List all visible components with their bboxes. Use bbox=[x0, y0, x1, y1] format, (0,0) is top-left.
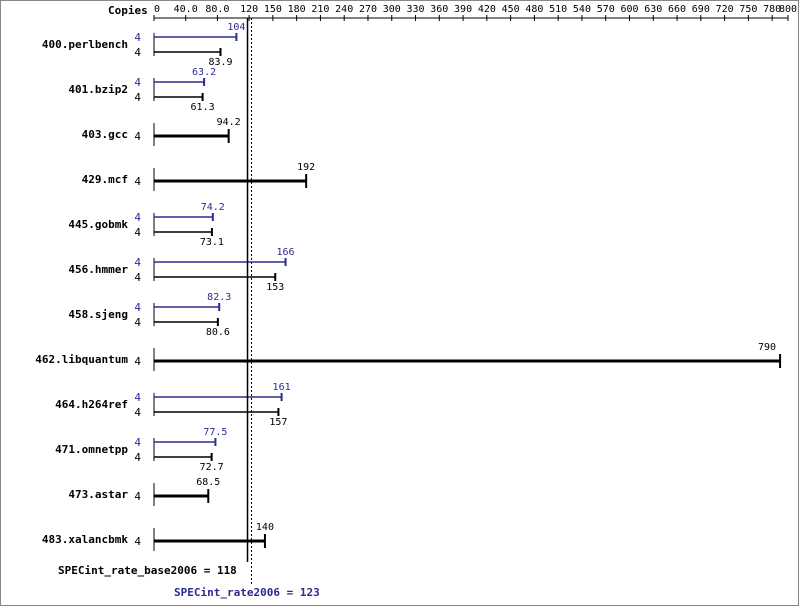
copies-label: 4 bbox=[134, 451, 141, 464]
benchmark-row: 471.omnetpp 4 77.5 4 72.7 bbox=[55, 427, 227, 473]
benchmark-label: 458.sjeng bbox=[68, 308, 128, 321]
copies-label: 4 bbox=[134, 355, 141, 368]
value-label: 80.6 bbox=[206, 327, 230, 338]
x-tick-label: 780 bbox=[763, 4, 781, 15]
copies-label: 4 bbox=[134, 535, 141, 548]
x-tick-label: 480 bbox=[525, 4, 543, 15]
copies-label: 4 bbox=[134, 211, 141, 224]
x-tick-label: 210 bbox=[311, 4, 329, 15]
value-label: 192 bbox=[297, 162, 315, 173]
value-label: 61.3 bbox=[191, 102, 215, 113]
x-tick-label: 360 bbox=[430, 4, 448, 15]
x-tick-label: 800 bbox=[779, 4, 797, 15]
copies-label: 4 bbox=[134, 490, 141, 503]
copies-label: 4 bbox=[134, 406, 141, 419]
benchmark-row: 456.hmmer 4 166 4 153 bbox=[68, 247, 294, 293]
x-tick-label: 40.0 bbox=[174, 4, 198, 15]
benchmark-label: 403.gcc bbox=[82, 128, 128, 141]
value-label: 153 bbox=[266, 282, 284, 293]
benchmark-row: 401.bzip2 4 63.2 4 61.3 bbox=[68, 67, 216, 113]
copies-label: 4 bbox=[134, 76, 141, 89]
benchmark-row: 464.h264ref 4 161 4 157 bbox=[55, 382, 290, 428]
copies-label: 4 bbox=[134, 46, 141, 59]
value-label: 140 bbox=[256, 522, 274, 533]
copies-label: 4 bbox=[134, 271, 141, 284]
benchmark-row: 483.xalancbmk 4 140 bbox=[42, 522, 274, 551]
x-tick-label: 540 bbox=[573, 4, 591, 15]
copies-label: 4 bbox=[134, 316, 141, 329]
value-label: 68.5 bbox=[196, 477, 220, 488]
benchmark-label: 400.perlbench bbox=[42, 38, 128, 51]
x-tick-label: 300 bbox=[383, 4, 401, 15]
value-label: 83.9 bbox=[208, 57, 232, 68]
x-tick-label: 630 bbox=[644, 4, 662, 15]
value-label: 63.2 bbox=[192, 67, 216, 78]
benchmark-label: 473.astar bbox=[68, 488, 128, 501]
value-label: 72.7 bbox=[200, 462, 224, 473]
benchmark-label: 429.mcf bbox=[82, 173, 128, 186]
x-tick-label: 150 bbox=[264, 4, 282, 15]
value-label: 157 bbox=[269, 417, 287, 428]
benchmark-label: 464.h264ref bbox=[55, 398, 128, 411]
value-label: 94.2 bbox=[217, 117, 241, 128]
copies-label: 4 bbox=[134, 31, 141, 44]
value-label: 161 bbox=[273, 382, 291, 393]
benchmark-row: 429.mcf 4 192 bbox=[82, 162, 315, 191]
copies-label: 4 bbox=[134, 301, 141, 314]
value-label: 166 bbox=[277, 247, 295, 258]
axis-title: Copies bbox=[108, 4, 148, 17]
x-tick-label: 510 bbox=[549, 4, 567, 15]
benchmark-label: 483.xalancbmk bbox=[42, 533, 128, 546]
reference-lines bbox=[246, 18, 252, 584]
copies-label: 4 bbox=[134, 175, 141, 188]
benchmark-row: 400.perlbench 4 104 4 83.9 bbox=[42, 22, 246, 68]
benchmark-rows: 400.perlbench 4 104 4 83.9 401.bzip2 4 63.2 4 61.… bbox=[35, 22, 782, 551]
x-tick-label: 270 bbox=[359, 4, 377, 15]
x-tick-label: 720 bbox=[716, 4, 734, 15]
benchmark-label: 401.bzip2 bbox=[68, 83, 128, 96]
benchmark-label: 471.omnetpp bbox=[55, 443, 128, 456]
copies-label: 4 bbox=[134, 256, 141, 269]
x-tick-label: 80.0 bbox=[205, 4, 229, 15]
benchmark-label: 456.hmmer bbox=[68, 263, 128, 276]
copies-label: 4 bbox=[134, 130, 141, 143]
benchmark-row: 403.gcc 4 94.2 bbox=[82, 117, 241, 146]
x-tick-label: 660 bbox=[668, 4, 686, 15]
value-label: 77.5 bbox=[203, 427, 227, 438]
x-tick-label: 450 bbox=[502, 4, 520, 15]
benchmark-label: 462.libquantum bbox=[35, 353, 128, 366]
x-tick-label: 240 bbox=[335, 4, 353, 15]
benchmark-row: 445.gobmk 4 74.2 4 73.1 bbox=[68, 202, 224, 248]
x-axis: 0 40.0 80.0 120 150 180 210 240 270 300 330 360 390 4… bbox=[153, 4, 797, 21]
benchmark-row: 458.sjeng 4 82.3 4 80.6 bbox=[68, 292, 231, 338]
copies-label: 4 bbox=[134, 436, 141, 449]
x-tick-label: 690 bbox=[692, 4, 710, 15]
benchmark-label: 445.gobmk bbox=[68, 218, 128, 231]
x-tick-label: 330 bbox=[406, 4, 424, 15]
x-tick-label: 0 bbox=[154, 4, 160, 15]
value-label: 82.3 bbox=[207, 292, 231, 303]
value-label: 790 bbox=[758, 342, 776, 353]
x-tick-label: 750 bbox=[739, 4, 757, 15]
peak-score-label: SPECint_rate2006 = 123 bbox=[174, 586, 320, 599]
copies-label: 4 bbox=[134, 226, 141, 239]
value-label: 104 bbox=[227, 22, 245, 33]
copies-label: 4 bbox=[134, 91, 141, 104]
copies-label: 4 bbox=[134, 391, 141, 404]
x-tick-label: 600 bbox=[620, 4, 638, 15]
base-score-label: SPECint_rate_base2006 = 118 bbox=[58, 564, 237, 577]
x-tick-label: 180 bbox=[288, 4, 306, 15]
x-tick-label: 390 bbox=[454, 4, 472, 15]
benchmark-row: 462.libquantum 4 790 bbox=[35, 342, 782, 371]
benchmark-row: 473.astar 4 68.5 bbox=[68, 477, 220, 506]
value-label: 74.2 bbox=[201, 202, 225, 213]
x-tick-label: 120 bbox=[240, 4, 258, 15]
value-label: 73.1 bbox=[200, 237, 224, 248]
x-tick-label: 420 bbox=[478, 4, 496, 15]
x-tick-label: 570 bbox=[597, 4, 615, 15]
